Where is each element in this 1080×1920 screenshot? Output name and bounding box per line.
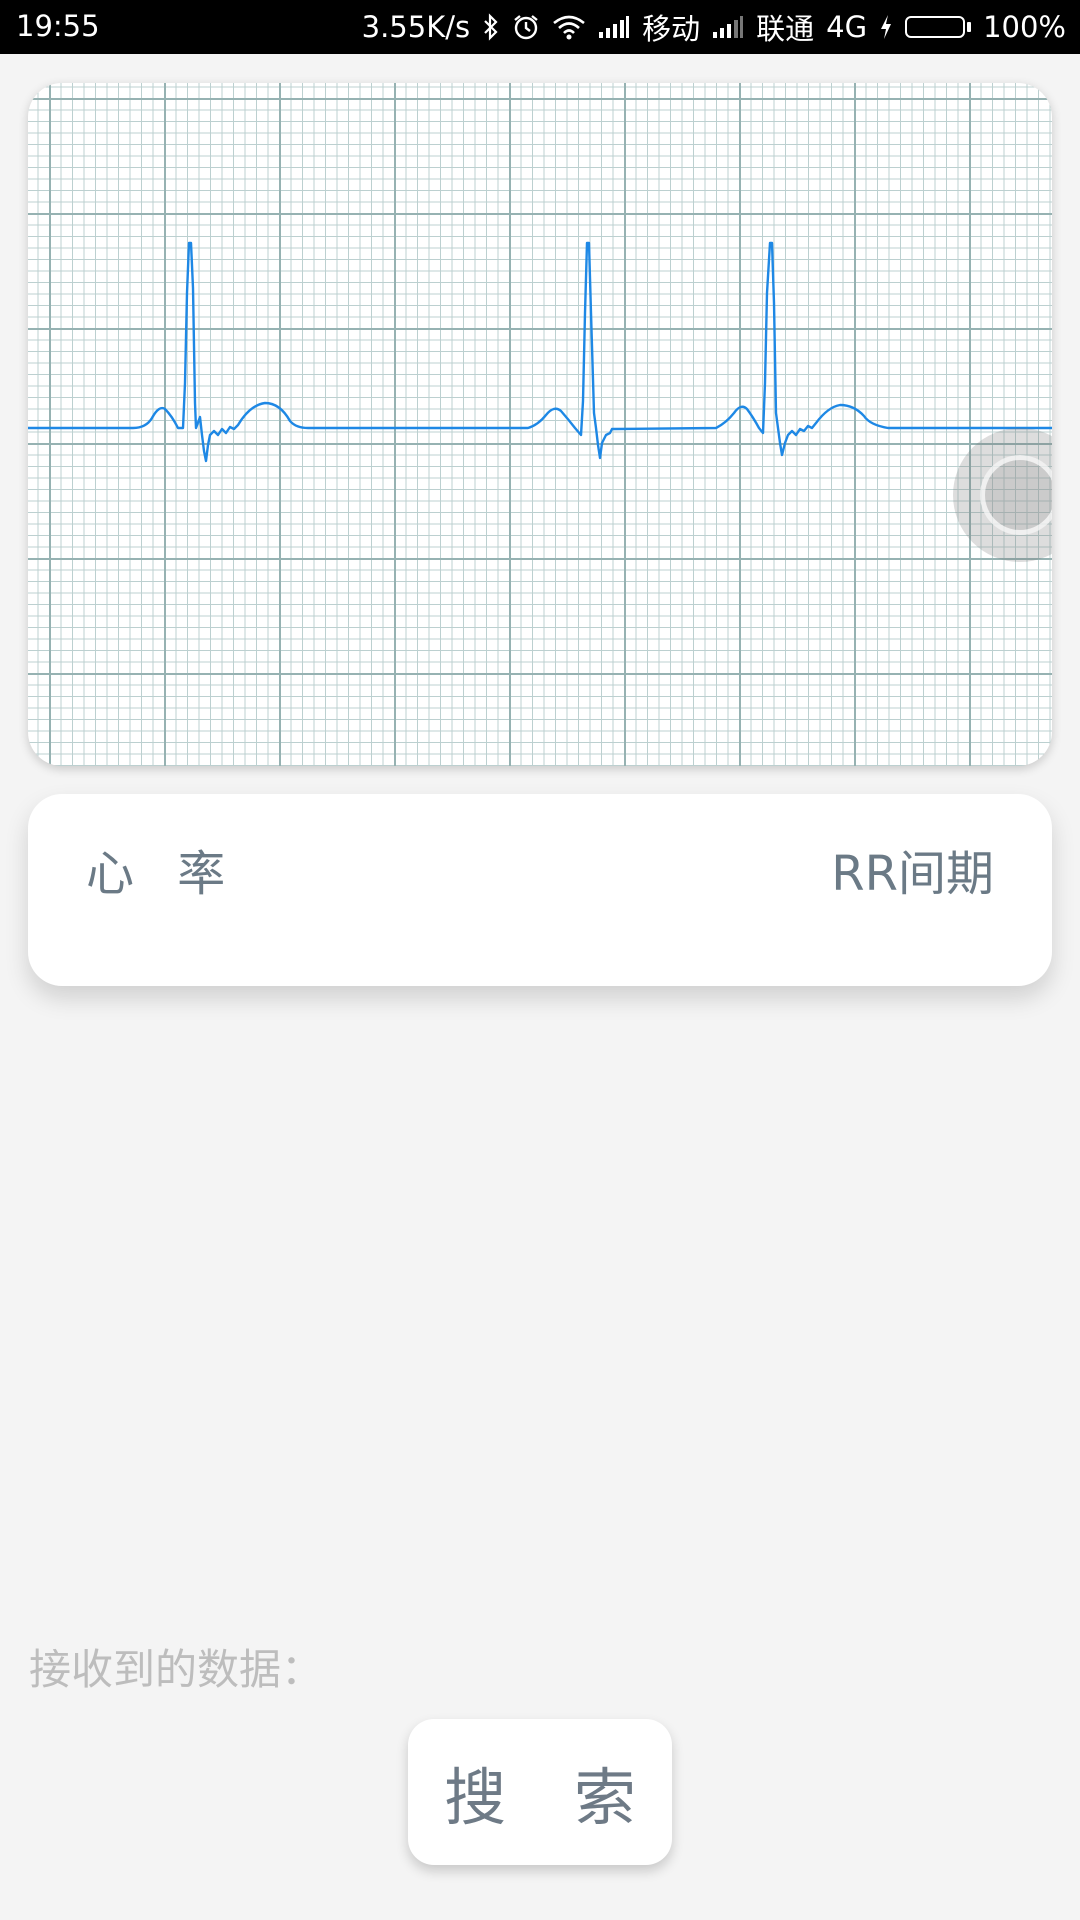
carrier-1: 移动 bbox=[642, 12, 701, 46]
rr-interval-label: RR间期 bbox=[831, 846, 994, 902]
status-time: 19:55 bbox=[16, 9, 100, 43]
status-indicators: 3.55K/s 移动 联通 4G 100% bbox=[362, 0, 1066, 54]
bluetooth-icon bbox=[482, 13, 500, 41]
received-data-label: 接收到的数据： bbox=[29, 1645, 324, 1694]
search-button[interactable]: 搜 索 bbox=[408, 1719, 672, 1865]
carrier-2: 联通 bbox=[756, 12, 815, 46]
battery-percent: 100% bbox=[983, 10, 1066, 44]
network-type: 4G bbox=[826, 10, 868, 44]
signal-icon bbox=[598, 16, 630, 38]
ecg-trace-canvas bbox=[28, 241, 1052, 463]
ecg-chart bbox=[28, 83, 1052, 766]
floating-assist-button[interactable] bbox=[953, 428, 1052, 562]
signal-icon bbox=[712, 16, 744, 38]
alarm-icon bbox=[512, 13, 540, 41]
battery-icon bbox=[905, 16, 972, 38]
charging-icon bbox=[879, 14, 893, 40]
metrics-card: 心 率 RR间期 bbox=[28, 794, 1052, 986]
circle-icon bbox=[980, 455, 1052, 535]
wifi-icon bbox=[552, 14, 586, 40]
heart-rate-label: 心 率 bbox=[86, 846, 240, 902]
net-speed: 3.55K/s bbox=[361, 10, 471, 44]
ecg-trace bbox=[28, 241, 1052, 463]
status-bar: 19:55 3.55K/s 移动 联通 4G 100% bbox=[0, 0, 1080, 54]
